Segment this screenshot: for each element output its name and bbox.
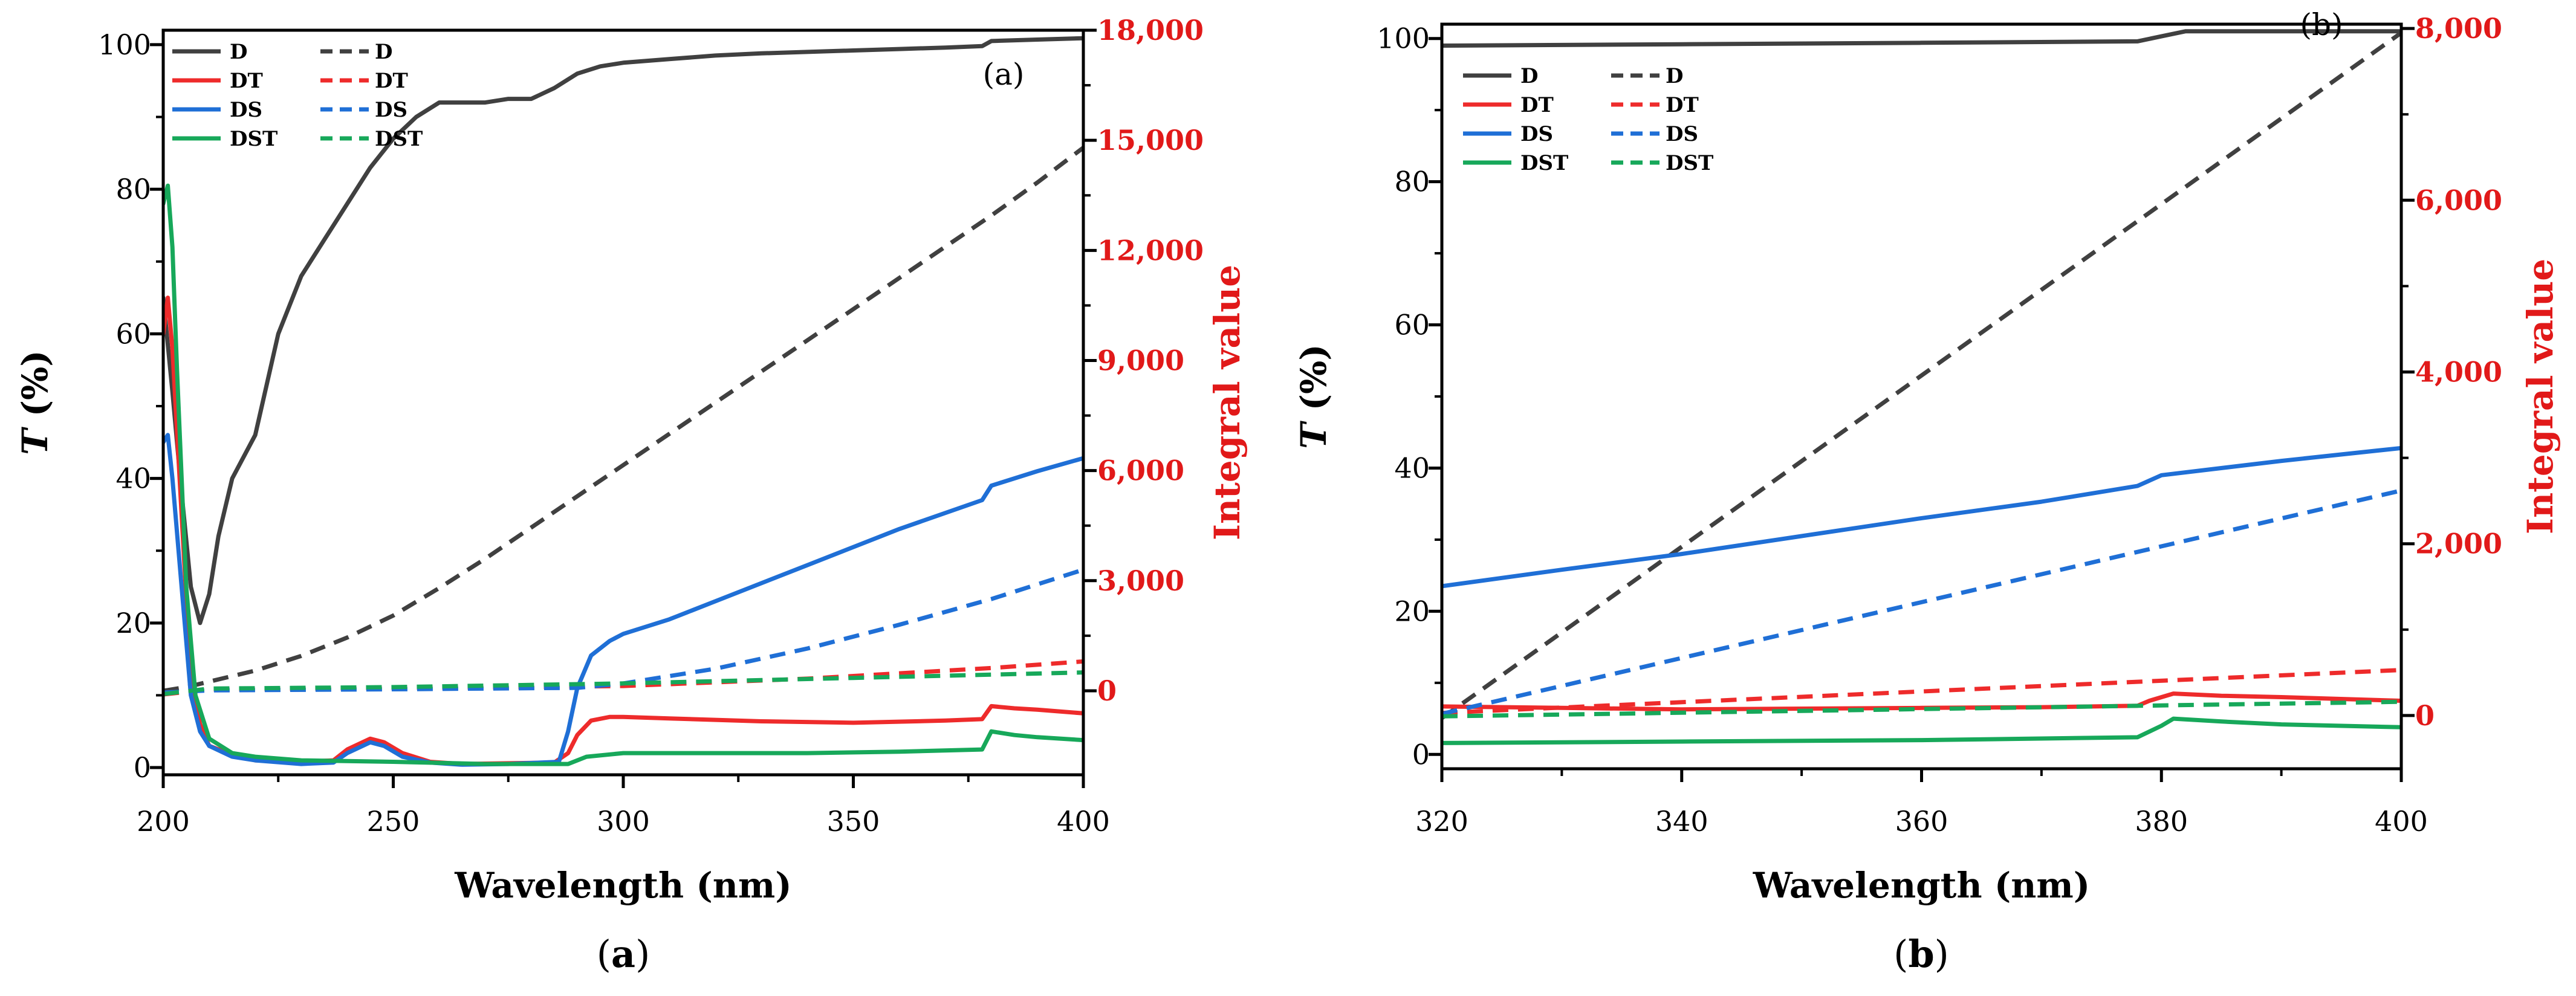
series-line-ds-integral	[1442, 488, 2401, 716]
y-axis-label: T (%)	[1293, 344, 1334, 448]
y-tick-label: 100	[1377, 22, 1430, 55]
series-group	[163, 36, 1083, 767]
series-line-dst-transmittance	[163, 183, 1083, 766]
panel-caption: (b)	[1893, 932, 1949, 976]
y-tick-label: 60	[115, 317, 151, 350]
y2-tick-label: 4,000	[2415, 356, 2502, 389]
legend-label-solid: DS	[1520, 122, 1553, 146]
y-axis-label: T (%)	[15, 350, 56, 454]
panel-label: (a)	[983, 57, 1025, 92]
y2-tick-label: 9,000	[1097, 344, 1184, 377]
y2-tick-label: 3,000	[1097, 564, 1184, 597]
legend-label-solid: DS	[230, 98, 262, 122]
y-tick-label: 20	[1394, 595, 1430, 627]
y-axis-label-symbol: T	[1293, 421, 1334, 449]
x-axis-label: Wavelength (nm)	[1753, 865, 2091, 906]
y-axis-label-unit: (%)	[1293, 344, 1334, 422]
y-tick-label: 40	[1394, 451, 1430, 484]
x-tick-label: 350	[827, 805, 880, 838]
series-group	[1442, 29, 2401, 745]
y-tick-label: 80	[1394, 166, 1430, 198]
legend-label-solid: DST	[230, 127, 277, 151]
series-line-dt-transmittance	[1442, 691, 2401, 712]
y2-tick-label: 18,000	[1097, 14, 1204, 47]
x-tick-label: 200	[137, 805, 190, 838]
legend-label-dashed: DS	[1666, 122, 1698, 146]
y2-tick-label: 6,000	[2415, 184, 2502, 216]
panel-label: (b)	[2300, 7, 2343, 42]
y-tick-label: 0	[1412, 738, 1430, 771]
panel-b: 320 340 360 380 400 0 20 40 60 80 100 0 2,000 4,000 6,…	[1293, 7, 2561, 976]
x-axis-label: Wavelength (nm)	[454, 865, 792, 906]
y2-tick-label: 12,000	[1097, 234, 1204, 267]
legend-label-dashed: DST	[375, 127, 423, 151]
panel-a: 200 250 300 350 400 0 20 40 60 80 100 0 3,000 6,000 9,…	[15, 14, 1248, 976]
y-tick-label: 0	[134, 751, 151, 784]
x-tick-label: 300	[597, 805, 650, 838]
panel-caption: (a)	[597, 932, 650, 976]
series-line-dt-integral	[1442, 668, 2401, 716]
panel-caption-letter: a	[611, 932, 635, 976]
y-tick-label: 100	[98, 28, 151, 61]
x-tick-label: 360	[1895, 805, 1948, 838]
legend-label-dashed: DT	[375, 69, 408, 93]
legend-label-solid: D	[1520, 64, 1538, 88]
y2-axis-label: Integral value	[2520, 259, 2561, 534]
y-axis-label-unit: (%)	[15, 350, 56, 428]
legend-label-dashed: DS	[375, 98, 407, 122]
series-line-d-transmittance	[1442, 29, 2401, 48]
y2-tick-label: 15,000	[1097, 124, 1204, 157]
series-line-dt-transmittance	[163, 296, 1083, 766]
x-tick-label: 340	[1655, 805, 1708, 838]
y2-tick-label: 6,000	[1097, 454, 1184, 487]
series-line-d-integral	[1442, 31, 2401, 720]
panel-caption-letter: b	[1908, 932, 1934, 976]
y2-axis-label: Integral value	[1207, 265, 1248, 540]
series-line-dst-integral	[163, 670, 1083, 696]
series-line-d-transmittance	[163, 36, 1083, 626]
x-tick-label: 250	[367, 805, 420, 838]
plot-frame	[161, 28, 1085, 777]
series-line-dst-transmittance	[1442, 716, 2401, 745]
legend-label-solid: DT	[1520, 93, 1554, 117]
legend-label-dashed: D	[375, 40, 392, 64]
legend-label-solid: DST	[1520, 151, 1568, 175]
x-tick-label: 320	[1415, 805, 1468, 838]
x-tick-label: 400	[2375, 805, 2428, 838]
y-tick-label: 80	[115, 173, 151, 205]
y-axis-label-symbol: T	[15, 427, 56, 455]
y2-tick-label: 2,000	[2415, 528, 2502, 560]
legend-label-solid: DT	[230, 69, 263, 93]
y2-tick-label: 8,000	[2415, 12, 2502, 45]
x-tick-label: 400	[1057, 805, 1110, 838]
legend: D D DT DT DS DS DST DST	[172, 40, 423, 151]
series-line-d-integral	[163, 146, 1083, 693]
legend-label-dashed: D	[1666, 64, 1683, 88]
y-tick-label: 40	[115, 462, 151, 495]
legend-label-dashed: DT	[1666, 93, 1699, 117]
series-line-ds-integral	[163, 568, 1083, 695]
y-tick-label: 20	[115, 607, 151, 639]
series-line-ds-transmittance	[1442, 445, 2401, 589]
legend: D D DT DT DS DS DST DST	[1463, 64, 1713, 175]
legend-label-solid: D	[230, 40, 247, 64]
x-tick-label: 380	[2135, 805, 2188, 838]
series-line-dst-integral	[1442, 699, 2401, 719]
y2-tick-label: 0	[2415, 699, 2435, 732]
y2-tick-label: 0	[1097, 674, 1117, 707]
y-tick-label: 60	[1394, 309, 1430, 341]
legend-label-dashed: DST	[1666, 151, 1713, 175]
